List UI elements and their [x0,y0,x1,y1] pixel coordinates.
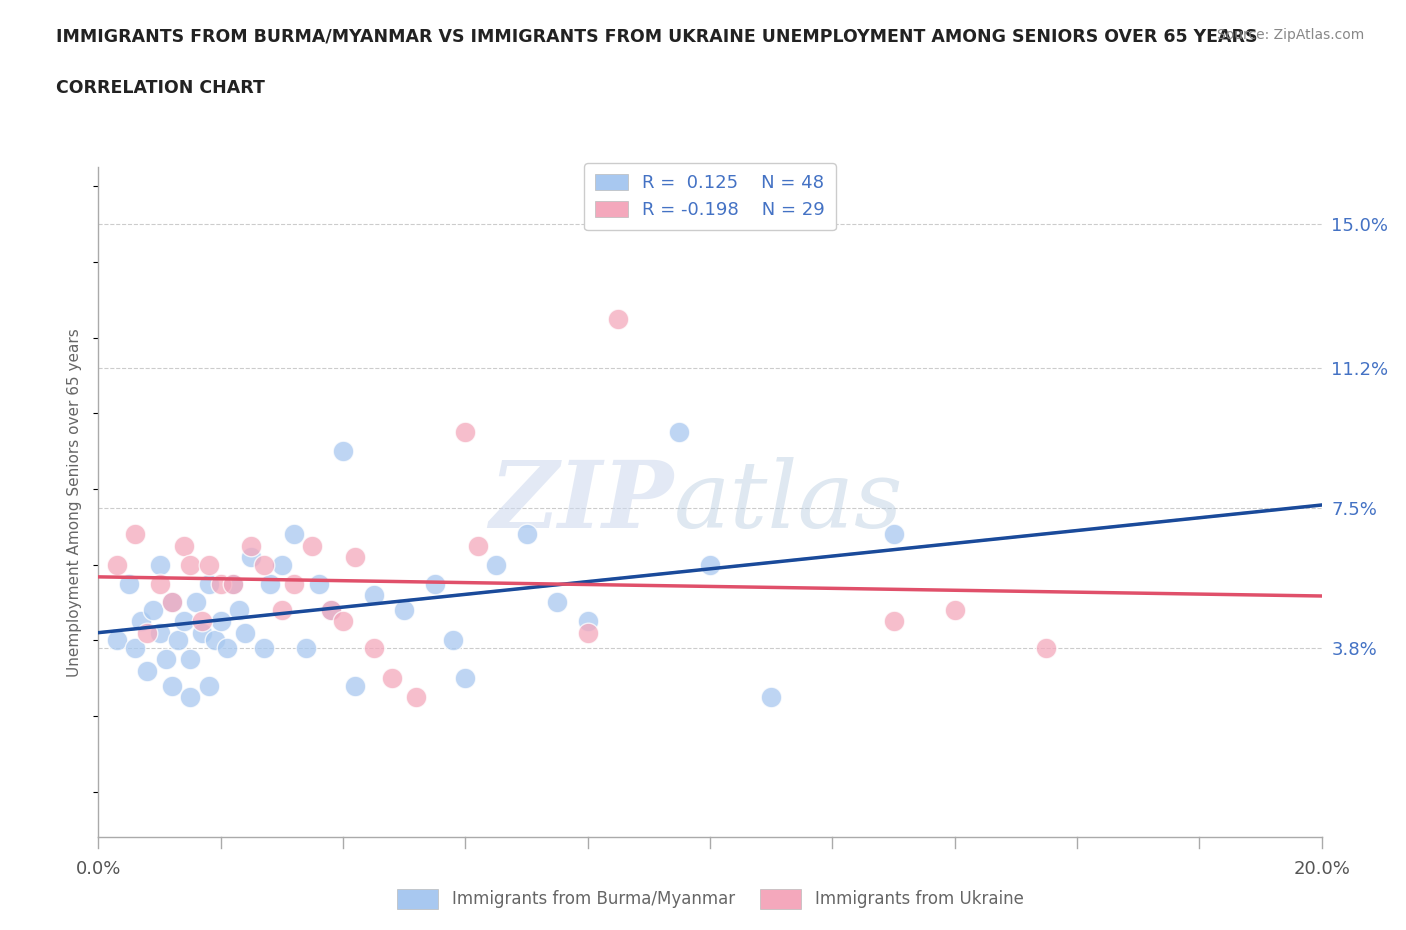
Point [155,652,177,667]
Point [319,603,342,618]
Point [576,625,599,640]
Point [270,557,292,572]
Point [252,557,274,572]
Point [142,603,165,618]
Point [668,425,690,440]
Text: 0.0%: 0.0% [76,859,121,878]
Point [319,603,342,618]
Point [173,614,195,629]
Point [405,689,427,704]
Point [759,689,782,704]
Point [883,527,905,542]
Point [332,444,354,458]
Text: ZIP: ZIP [489,458,673,547]
Point [607,312,630,326]
Point [179,557,201,572]
Point [344,678,367,693]
Point [454,425,477,440]
Point [485,557,508,572]
Point [160,595,183,610]
Point [197,678,219,693]
Point [516,527,538,542]
Text: 20.0%: 20.0% [1294,859,1350,878]
Point [136,663,159,678]
Point [124,641,146,656]
Point [105,557,128,572]
Point [240,538,263,553]
Point [381,671,404,685]
Text: IMMIGRANTS FROM BURMA/MYANMAR VS IMMIGRANTS FROM UKRAINE UNEMPLOYMENT AMONG SENI: IMMIGRANTS FROM BURMA/MYANMAR VS IMMIGRA… [56,28,1258,46]
Point [441,632,464,647]
Point [197,576,219,591]
Point [222,576,245,591]
Y-axis label: Unemployment Among Seniors over 65 years: Unemployment Among Seniors over 65 years [67,328,83,677]
Text: CORRELATION CHART: CORRELATION CHART [56,79,266,97]
Point [392,603,416,618]
Point [191,625,214,640]
Point [332,614,354,629]
Point [129,614,152,629]
Point [149,576,172,591]
Point [191,614,214,629]
Point [295,641,318,656]
Point [149,625,172,640]
Point [270,603,292,618]
Point [259,576,281,591]
Point [363,588,385,603]
Point [344,550,367,565]
Point [1035,641,1057,656]
Point [118,576,141,591]
Point [228,603,250,618]
Point [699,557,721,572]
Point [204,632,226,647]
Point [186,595,208,610]
Point [546,595,568,610]
Point [197,557,219,572]
Text: Source: ZipAtlas.com: Source: ZipAtlas.com [1216,28,1364,42]
Point [179,689,201,704]
Point [233,625,256,640]
Point [883,614,905,629]
Point [136,625,159,640]
Point [222,576,245,591]
Point [308,576,330,591]
Legend: Immigrants from Burma/Myanmar, Immigrants from Ukraine: Immigrants from Burma/Myanmar, Immigrant… [389,882,1031,916]
Point [209,614,232,629]
Point [149,557,172,572]
Text: atlas: atlas [673,458,903,547]
Point [215,641,238,656]
Point [160,678,183,693]
Point [467,538,489,553]
Point [173,538,195,553]
Point [943,603,966,618]
Point [283,576,305,591]
Point [124,527,146,542]
Point [363,641,385,656]
Point [283,527,305,542]
Point [105,632,128,647]
Point [167,632,190,647]
Point [160,595,183,610]
Point [252,641,274,656]
Point [209,576,232,591]
Point [423,576,446,591]
Point [179,652,201,667]
Point [576,614,599,629]
Point [301,538,323,553]
Point [240,550,263,565]
Point [454,671,477,685]
